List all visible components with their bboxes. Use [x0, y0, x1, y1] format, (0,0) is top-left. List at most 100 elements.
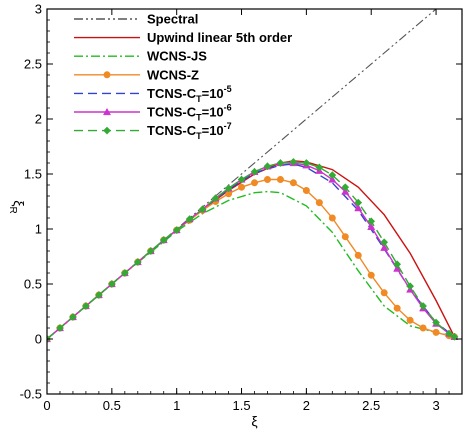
data-point: [315, 199, 323, 207]
x-tick-label: 0.5: [103, 398, 121, 413]
data-point: [354, 198, 363, 207]
legend-label: Upwind linear 5th order: [147, 30, 292, 45]
series-line: [47, 190, 455, 340]
y-axis-label-main: ξ: [11, 200, 27, 206]
legend-label: WCNS-JS: [147, 49, 207, 64]
data-point: [263, 162, 272, 171]
series-2: [47, 190, 455, 340]
legend-label: TCNS-CT=10-5: [147, 84, 232, 104]
series-line: [47, 9, 437, 340]
data-point: [315, 163, 324, 172]
data-point: [251, 179, 258, 187]
y-tick-label: 0.5: [24, 277, 42, 292]
legend-label-eq: =10: [202, 123, 224, 138]
legend-item: Spectral: [74, 12, 198, 27]
data-point: [289, 179, 297, 187]
data-point: [238, 183, 246, 191]
data-point: [133, 258, 142, 266]
data-point: [302, 187, 310, 194]
data-point: [250, 167, 259, 176]
data-point: [302, 159, 311, 167]
data-point: [393, 260, 402, 269]
y-tick-label: 1: [35, 222, 42, 237]
legend-marker: [103, 71, 111, 79]
data-point: [354, 203, 363, 212]
legend-label-sub: T: [196, 113, 202, 123]
data-point: [419, 302, 428, 310]
legend-label-eq: =10: [202, 105, 224, 120]
legend-label-sup: -5: [224, 84, 232, 94]
data-point: [406, 282, 415, 291]
data-point: [120, 269, 129, 277]
data-point: [380, 243, 389, 251]
y-axis-label-sub: R: [7, 207, 18, 214]
data-point: [68, 313, 77, 321]
legend-label-sup: -6: [224, 103, 232, 113]
data-point: [185, 215, 194, 224]
x-tick-label: 0: [43, 398, 50, 413]
legend-label-main: TCNS-C: [147, 105, 197, 120]
data-point: [380, 238, 389, 247]
data-point: [445, 329, 453, 338]
x-axis-label: ξ: [251, 413, 257, 429]
legend-item: Upwind linear 5th order: [74, 30, 292, 45]
data-point: [341, 187, 350, 195]
series-0: [47, 9, 437, 340]
data-point: [56, 324, 64, 332]
data-point: [432, 318, 441, 327]
legend-item: WCNS-Z: [74, 67, 199, 82]
legend-item: TCNS-CT=10-7: [74, 121, 232, 141]
data-point: [237, 175, 246, 184]
data-point: [341, 183, 350, 192]
y-tick-label: -0.5: [20, 387, 42, 402]
legend-label: TCNS-CT=10-7: [147, 121, 232, 141]
series-layer: [47, 9, 459, 343]
y-tick-label: 2.5: [24, 57, 42, 72]
data-point: [367, 222, 376, 230]
data-point: [341, 233, 349, 241]
data-point: [211, 194, 220, 203]
data-point: [224, 184, 233, 193]
series-3: [47, 176, 458, 343]
data-point: [276, 159, 285, 167]
x-tick-label: 2: [303, 398, 310, 413]
legend-item: TCNS-CT=10-6: [74, 103, 232, 123]
plot-frame: [46, 8, 463, 395]
data-point: [419, 324, 427, 332]
legend-label-main: TCNS-C: [147, 123, 197, 138]
data-point: [289, 157, 298, 166]
data-point: [81, 302, 90, 310]
data-point: [172, 226, 181, 235]
legend-label: Spectral: [147, 12, 198, 27]
data-point: [354, 251, 362, 259]
data-point: [380, 289, 388, 297]
data-point: [432, 328, 440, 336]
x-tick-label: 1.5: [232, 398, 250, 413]
data-point: [198, 205, 207, 214]
legend-marker: [103, 126, 111, 135]
x-tick-label: 3: [432, 398, 439, 413]
legend-label-sup: -7: [224, 121, 232, 131]
y-tick-label: 0: [35, 332, 42, 347]
legend-label: WCNS-Z: [147, 67, 199, 82]
data-point: [328, 214, 336, 222]
data-point: [276, 176, 284, 183]
legend-item: WCNS-JS: [74, 49, 207, 64]
legend-label-main: TCNS-C: [147, 86, 197, 101]
data-point: [328, 175, 337, 183]
data-point: [367, 217, 376, 226]
x-tick-label: 1: [173, 398, 180, 413]
legend-label-eq: =10: [202, 86, 224, 101]
x-axis: 0 0.5 1 1.5 2 2.5 3: [43, 9, 463, 413]
y-tick-label: 2: [35, 112, 42, 127]
data-point: [450, 332, 459, 341]
y-axis-label: ξR: [7, 200, 27, 214]
y-tick-label: 3: [35, 2, 42, 17]
series-5: [47, 158, 459, 343]
data-point: [94, 291, 103, 299]
x-tick-label: 2.5: [362, 398, 380, 413]
legend-marker: [102, 107, 112, 116]
legend: Spectral Upwind linear 5th order WCNS-JS WC…: [74, 12, 292, 141]
series-6: [47, 157, 459, 343]
